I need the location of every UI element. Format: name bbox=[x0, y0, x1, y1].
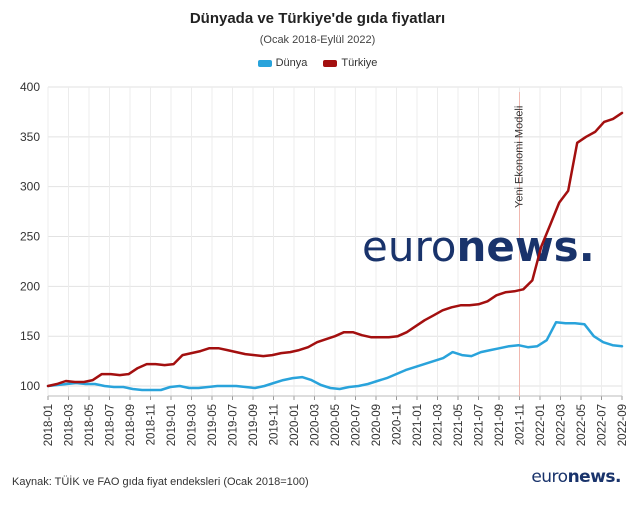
y-tick-label: 300 bbox=[20, 180, 40, 194]
x-tick-label: 2018-01 bbox=[43, 404, 55, 446]
x-tick-label: 2021-03 bbox=[433, 404, 445, 446]
x-tick-label: 2020-03 bbox=[310, 404, 322, 446]
x-tick-label: 2022-07 bbox=[597, 404, 609, 446]
chart-title: Dünyada ve Türkiye'de gıda fiyatları bbox=[189, 10, 446, 27]
x-tick-label: 2019-09 bbox=[248, 404, 260, 446]
x-tick-label: 2022-09 bbox=[617, 404, 629, 446]
brand-news: news bbox=[567, 467, 616, 487]
source-note: Kaynak: TÜİK ve FAO gıda fiyat endeksler… bbox=[12, 476, 309, 488]
x-tick-label: 2020-05 bbox=[330, 404, 342, 446]
x-tick-label: 2019-07 bbox=[228, 404, 240, 446]
x-tick-label: 2019-03 bbox=[187, 404, 199, 446]
watermark-euro: euro bbox=[362, 222, 457, 271]
chart-subtitle: (Ocak 2018-Eylül 2022) bbox=[259, 34, 376, 46]
y-tick-label: 200 bbox=[20, 279, 40, 293]
x-tick-label: 2020-11 bbox=[392, 404, 404, 445]
y-tick-label: 150 bbox=[20, 329, 40, 343]
x-tick-label: 2019-05 bbox=[207, 404, 219, 446]
y-axis: 100 150 200 250 300 350 400 bbox=[20, 80, 40, 393]
legend-item-turkiye[interactable]: Türkiye bbox=[323, 57, 377, 69]
x-tick-label: 2021-01 bbox=[412, 404, 424, 446]
x-tick-label: 2018-03 bbox=[64, 404, 76, 446]
x-tick-label: 2021-07 bbox=[474, 404, 486, 446]
watermark-logo: euronews. bbox=[362, 222, 595, 271]
legend-swatch-dunya bbox=[257, 59, 272, 67]
annotation-label: Yeni Ekonomi Modeli bbox=[514, 106, 526, 208]
x-tick-label: 2021-09 bbox=[494, 404, 506, 446]
brand-euro: euro bbox=[531, 467, 568, 487]
x-tick-label: 2018-11 bbox=[146, 404, 158, 445]
x-tick-label: 2020-07 bbox=[351, 404, 363, 446]
brand-logo: euronews. bbox=[531, 467, 621, 487]
x-tick-label: 2018-05 bbox=[84, 404, 96, 446]
x-tick-label: 2022-05 bbox=[576, 404, 588, 446]
x-tick-label: 2021-11 bbox=[515, 404, 527, 445]
x-tick-label: 2018-07 bbox=[105, 404, 117, 446]
x-tick-label: 2020-09 bbox=[371, 404, 383, 446]
legend: Dünya Türkiye bbox=[0, 57, 635, 69]
y-tick-label: 250 bbox=[20, 230, 40, 244]
x-tick-label: 2020-01 bbox=[289, 404, 301, 446]
legend-swatch-turkiye bbox=[323, 59, 338, 67]
x-tick-label: 2022-03 bbox=[556, 404, 568, 446]
series-line-dunya bbox=[46, 320, 624, 392]
series-lines bbox=[46, 111, 624, 392]
y-tick-label: 100 bbox=[20, 379, 40, 393]
legend-item-dunya[interactable]: Dünya bbox=[257, 57, 308, 69]
x-tick-label: 2019-01 bbox=[166, 404, 178, 446]
watermark-news: news bbox=[457, 222, 579, 271]
y-tick-label: 400 bbox=[20, 80, 40, 94]
legend-label-turkiye: Türkiye bbox=[341, 57, 378, 69]
series-line-turkiye bbox=[46, 111, 624, 388]
legend-label-dunya: Dünya bbox=[275, 57, 308, 69]
x-axis: 2018-01 2018-03 2018-05 2018-07 2018-09 2018-… bbox=[43, 395, 629, 446]
y-tick-label: 350 bbox=[20, 130, 40, 144]
x-tick-label: 2018-09 bbox=[125, 404, 137, 446]
x-tick-label: 2022-01 bbox=[535, 404, 547, 446]
brand-dot: . bbox=[615, 467, 621, 487]
x-tick-label: 2019-11 bbox=[269, 404, 281, 445]
x-tick-label: 2021-05 bbox=[453, 404, 465, 446]
watermark-dot: . bbox=[579, 222, 595, 271]
